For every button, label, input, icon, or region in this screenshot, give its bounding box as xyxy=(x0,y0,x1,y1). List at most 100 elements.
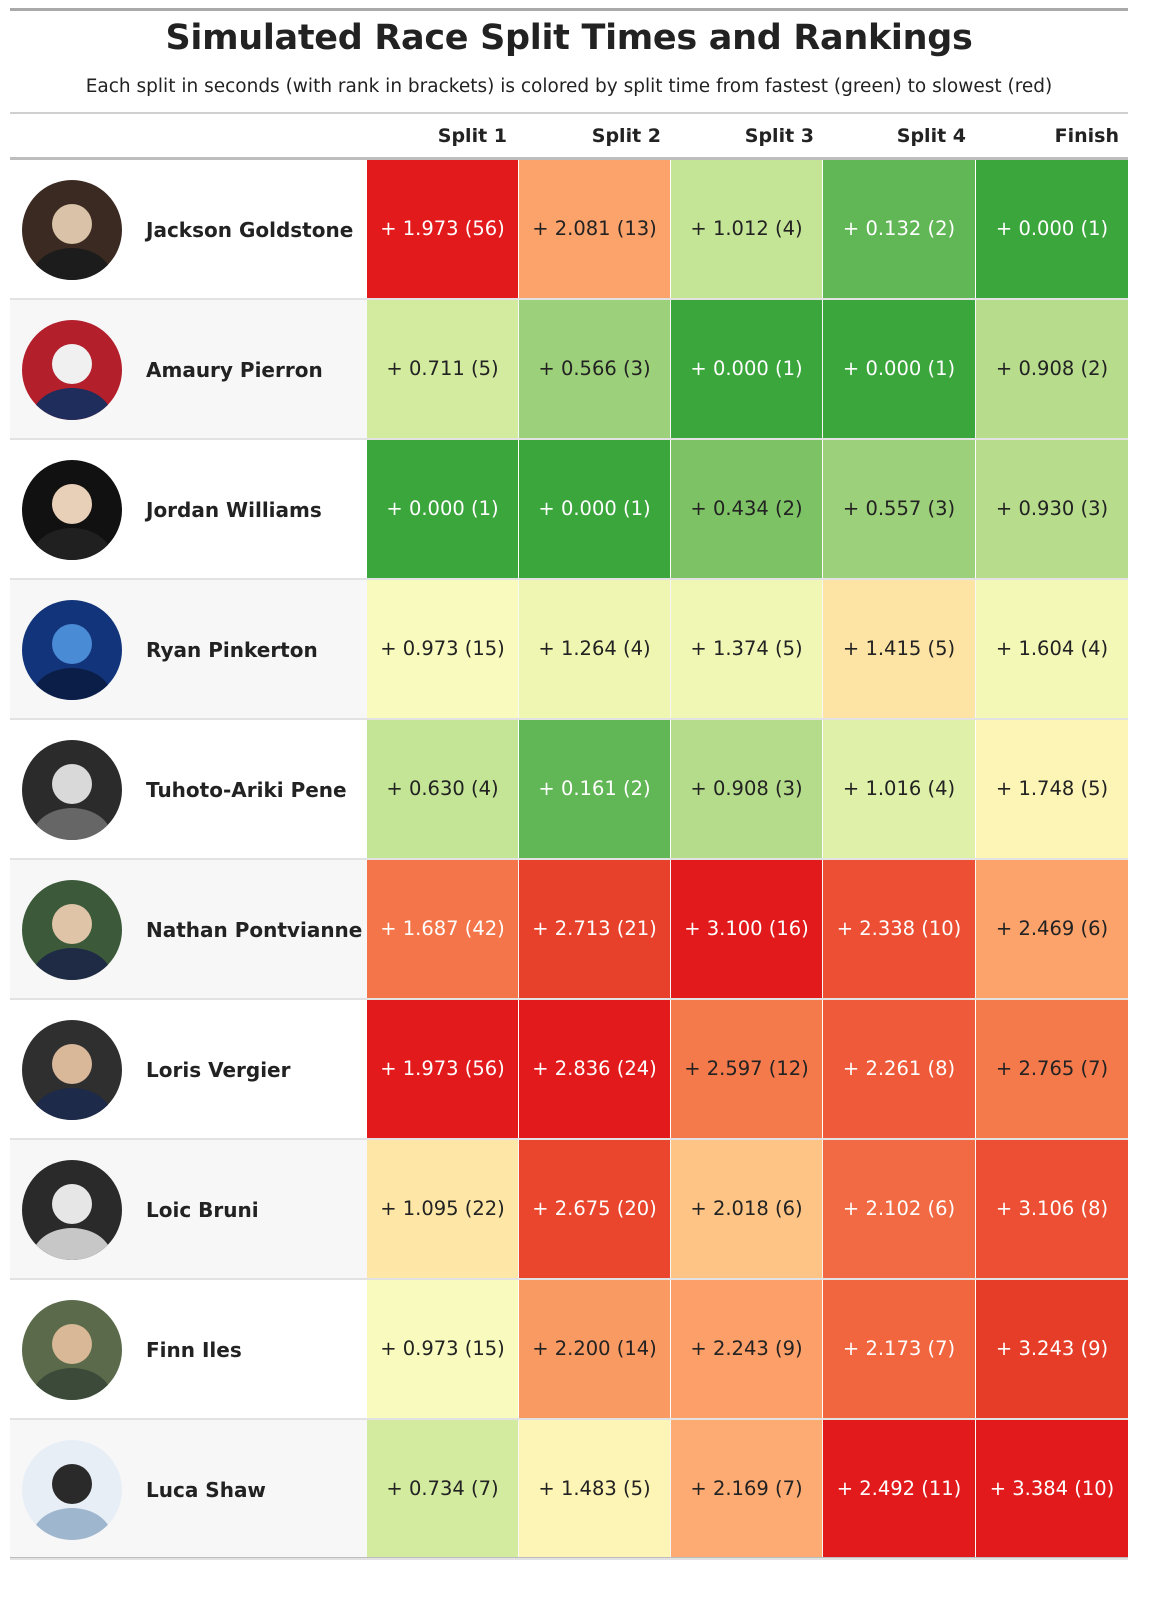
row-divider xyxy=(10,438,1128,440)
row-divider xyxy=(10,1138,1128,1140)
subtitle-rule xyxy=(10,112,1128,114)
row-divider xyxy=(10,578,1128,580)
split-cell: + 1.095 (22) xyxy=(367,1140,518,1278)
split-cell: + 2.597 (12) xyxy=(671,1000,822,1138)
split-cell: + 2.018 (6) xyxy=(671,1140,822,1278)
split-cell: + 0.908 (2) xyxy=(976,300,1128,438)
split-cell: + 1.687 (42) xyxy=(367,860,518,998)
table-row: Loris Vergier + 1.973 (56) + 2.836 (24) + 2… xyxy=(10,1000,1128,1140)
rider-photo-icon xyxy=(22,1440,122,1540)
table-row: Amaury Pierron + 0.711 (5) + 0.566 (3) + 0.… xyxy=(10,300,1128,440)
rider-photo-icon xyxy=(22,180,122,280)
table-row: Tuhoto-Ariki Pene + 0.630 (4) + 0.161 (2) +… xyxy=(10,720,1128,860)
split-cell: + 3.106 (8) xyxy=(976,1140,1128,1278)
split-cell: + 0.711 (5) xyxy=(367,300,518,438)
rider-name: Finn Iles xyxy=(146,1338,242,1362)
rider-name: Nathan Pontvianne xyxy=(146,918,363,942)
row-divider xyxy=(10,1558,1128,1560)
split-cell: + 2.173 (7) xyxy=(823,1280,975,1418)
split-cell: + 1.483 (5) xyxy=(519,1420,670,1558)
chart-subtitle: Each split in seconds (with rank in brac… xyxy=(85,76,1053,97)
rider-photo-icon xyxy=(22,1160,122,1260)
split-cell: + 0.434 (2) xyxy=(671,440,822,578)
column-header-split-1: Split 1 xyxy=(437,125,507,147)
table-row: Luca Shaw + 0.734 (7) + 1.483 (5) + 2.169 (… xyxy=(10,1420,1128,1560)
split-cell: + 0.000 (1) xyxy=(519,440,670,578)
split-cell: + 2.081 (13) xyxy=(519,160,670,298)
row-divider xyxy=(10,1278,1128,1280)
row-divider xyxy=(10,858,1128,860)
split-cell: + 0.000 (1) xyxy=(367,440,518,578)
split-cell: + 0.000 (1) xyxy=(823,300,975,438)
rider-name: Loic Bruni xyxy=(146,1198,259,1222)
split-cell: + 0.000 (1) xyxy=(976,160,1128,298)
split-cell: + 0.557 (3) xyxy=(823,440,975,578)
table-row: Jackson Goldstone + 1.973 (56) + 2.081 (13… xyxy=(10,160,1128,300)
rider-photo-icon xyxy=(22,460,122,560)
split-cell: + 2.713 (21) xyxy=(519,860,670,998)
split-cell: + 3.243 (9) xyxy=(976,1280,1128,1418)
column-header-split-2: Split 2 xyxy=(591,125,661,147)
rider-name: Loris Vergier xyxy=(146,1058,291,1082)
split-cell: + 0.566 (3) xyxy=(519,300,670,438)
table-row: Nathan Pontvianne + 1.687 (42) + 2.713 (21… xyxy=(10,860,1128,1000)
header-rule xyxy=(10,157,1128,160)
rider-name: Luca Shaw xyxy=(146,1478,266,1502)
split-cell: + 1.973 (56) xyxy=(367,160,518,298)
split-cell: + 0.908 (3) xyxy=(671,720,822,858)
split-cell: + 3.384 (10) xyxy=(976,1420,1128,1558)
top-rule xyxy=(10,8,1128,11)
rider-name: Tuhoto-Ariki Pene xyxy=(146,778,347,802)
split-cell: + 2.492 (11) xyxy=(823,1420,975,1558)
split-cell: + 0.000 (1) xyxy=(671,300,822,438)
table-row: Jordan Williams + 0.000 (1) + 0.000 (1) + 0… xyxy=(10,440,1128,580)
split-cell: + 2.765 (7) xyxy=(976,1000,1128,1138)
chart-title: Simulated Race Split Times and Rankings xyxy=(165,18,973,58)
rider-name: Amaury Pierron xyxy=(146,358,323,382)
rider-name: Jackson Goldstone xyxy=(146,218,354,242)
row-divider xyxy=(10,1418,1128,1420)
rider-photo-icon xyxy=(22,600,122,700)
column-header-row: Split 1 Split 2 Split 3 Split 4 Finish xyxy=(10,114,1128,158)
split-cell: + 0.132 (2) xyxy=(823,160,975,298)
split-cell: + 0.630 (4) xyxy=(367,720,518,858)
column-header-finish: Finish xyxy=(1054,125,1119,147)
column-header-split-4: Split 4 xyxy=(896,125,966,147)
column-header-split-3: Split 3 xyxy=(744,125,814,147)
rider-photo-icon xyxy=(22,1300,122,1400)
row-divider xyxy=(10,298,1128,300)
rider-photo-icon xyxy=(22,320,122,420)
split-cell: + 3.100 (16) xyxy=(671,860,822,998)
split-cell: + 2.675 (20) xyxy=(519,1140,670,1278)
split-cell: + 2.102 (6) xyxy=(823,1140,975,1278)
split-cell: + 2.836 (24) xyxy=(519,1000,670,1138)
split-cell: + 1.973 (56) xyxy=(367,1000,518,1138)
rider-name: Jordan Williams xyxy=(146,498,322,522)
row-divider xyxy=(10,998,1128,1000)
split-cell: + 0.930 (3) xyxy=(976,440,1128,578)
row-divider xyxy=(10,718,1128,720)
split-cell: + 2.200 (14) xyxy=(519,1280,670,1418)
split-cell: + 2.469 (6) xyxy=(976,860,1128,998)
split-cell: + 0.734 (7) xyxy=(367,1420,518,1558)
split-cell: + 0.161 (2) xyxy=(519,720,670,858)
rider-name: Ryan Pinkerton xyxy=(146,638,318,662)
table-row: Finn Iles + 0.973 (15) + 2.200 (14) + 2.243… xyxy=(10,1280,1128,1420)
split-cell: + 1.604 (4) xyxy=(976,580,1128,718)
table-row: Loic Bruni + 1.095 (22) + 2.675 (20) + 2.01… xyxy=(10,1140,1128,1280)
rider-photo-icon xyxy=(22,1020,122,1120)
split-cell: + 2.243 (9) xyxy=(671,1280,822,1418)
split-cell: + 0.973 (15) xyxy=(367,1280,518,1418)
split-cell: + 1.016 (4) xyxy=(823,720,975,858)
split-cell: + 2.261 (8) xyxy=(823,1000,975,1138)
split-cell: + 1.374 (5) xyxy=(671,580,822,718)
split-cell: + 0.973 (15) xyxy=(367,580,518,718)
split-cell: + 1.415 (5) xyxy=(823,580,975,718)
split-cell: + 1.012 (4) xyxy=(671,160,822,298)
rider-photo-icon xyxy=(22,880,122,980)
split-cell: + 1.748 (5) xyxy=(976,720,1128,858)
split-cell: + 2.169 (7) xyxy=(671,1420,822,1558)
table-row: Ryan Pinkerton + 0.973 (15) + 1.264 (4) + 1… xyxy=(10,580,1128,720)
rider-photo-icon xyxy=(22,740,122,840)
split-cell: + 2.338 (10) xyxy=(823,860,975,998)
